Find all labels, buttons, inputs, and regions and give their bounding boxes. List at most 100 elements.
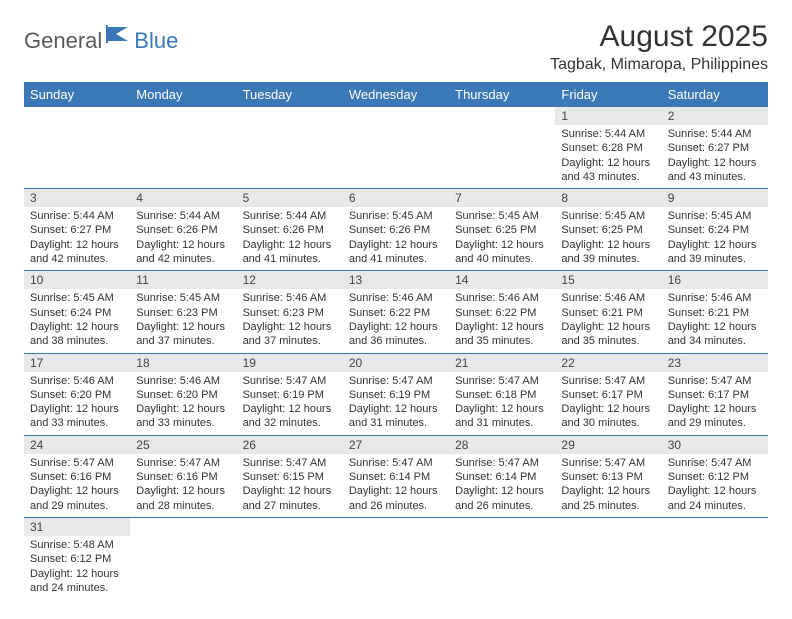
day-info-line: Daylight: 12 hours xyxy=(30,402,124,416)
day-info-line: Daylight: 12 hours xyxy=(561,402,655,416)
day-info-line: Sunrise: 5:47 AM xyxy=(30,456,124,470)
location-text: Tagbak, Mimaropa, Philippines xyxy=(550,56,768,74)
day-info-line: Daylight: 12 hours xyxy=(561,238,655,252)
day-info-line: Sunrise: 5:47 AM xyxy=(455,374,549,388)
day-info-line: Sunrise: 5:45 AM xyxy=(136,291,230,305)
day-info-line: and 43 minutes. xyxy=(668,170,762,184)
day-info-line: Daylight: 12 hours xyxy=(30,567,124,581)
day-info-line: Sunset: 6:28 PM xyxy=(561,141,655,155)
logo-flag-icon xyxy=(106,23,132,48)
day-info-line: Sunset: 6:24 PM xyxy=(668,223,762,237)
calendar-cell: 1Sunrise: 5:44 AMSunset: 6:28 PMDaylight… xyxy=(555,107,661,189)
day-info: Sunrise: 5:44 AMSunset: 6:27 PMDaylight:… xyxy=(24,207,130,270)
day-number: 2 xyxy=(662,107,768,125)
calendar-cell: 26Sunrise: 5:47 AMSunset: 6:15 PMDayligh… xyxy=(237,435,343,517)
calendar-cell xyxy=(237,517,343,599)
day-info-line: and 40 minutes. xyxy=(455,252,549,266)
calendar-cell xyxy=(130,107,236,189)
day-info-line: Sunrise: 5:47 AM xyxy=(243,374,337,388)
day-info: Sunrise: 5:47 AMSunset: 6:16 PMDaylight:… xyxy=(130,454,236,517)
title-block: August 2025 Tagbak, Mimaropa, Philippine… xyxy=(550,20,768,74)
weekday-header-row: Sunday Monday Tuesday Wednesday Thursday… xyxy=(24,82,768,107)
day-number: 4 xyxy=(130,189,236,207)
day-number: 16 xyxy=(662,271,768,289)
calendar-cell: 4Sunrise: 5:44 AMSunset: 6:26 PMDaylight… xyxy=(130,189,236,271)
day-info-line: Daylight: 12 hours xyxy=(243,402,337,416)
day-info-line: and 37 minutes. xyxy=(243,334,337,348)
day-info-line: Sunset: 6:27 PM xyxy=(30,223,124,237)
day-info-line: Sunset: 6:26 PM xyxy=(349,223,443,237)
day-info-line: and 31 minutes. xyxy=(455,416,549,430)
day-info-line: Sunset: 6:23 PM xyxy=(136,306,230,320)
day-info: Sunrise: 5:46 AMSunset: 6:20 PMDaylight:… xyxy=(130,372,236,435)
day-number: 5 xyxy=(237,189,343,207)
day-number: 7 xyxy=(449,189,555,207)
day-info: Sunrise: 5:48 AMSunset: 6:12 PMDaylight:… xyxy=(24,536,130,599)
day-info-line: Sunset: 6:20 PM xyxy=(30,388,124,402)
calendar-cell: 17Sunrise: 5:46 AMSunset: 6:20 PMDayligh… xyxy=(24,353,130,435)
day-info: Sunrise: 5:46 AMSunset: 6:21 PMDaylight:… xyxy=(555,289,661,352)
day-info-line: Sunset: 6:17 PM xyxy=(561,388,655,402)
day-info-line: Sunrise: 5:44 AM xyxy=(668,127,762,141)
calendar-cell: 16Sunrise: 5:46 AMSunset: 6:21 PMDayligh… xyxy=(662,271,768,353)
day-info-line: Sunrise: 5:47 AM xyxy=(455,456,549,470)
day-info-line: Sunset: 6:21 PM xyxy=(668,306,762,320)
day-info-line: Sunrise: 5:47 AM xyxy=(668,456,762,470)
calendar-cell: 15Sunrise: 5:46 AMSunset: 6:21 PMDayligh… xyxy=(555,271,661,353)
day-number: 14 xyxy=(449,271,555,289)
day-number: 3 xyxy=(24,189,130,207)
day-info-line: Daylight: 12 hours xyxy=(455,238,549,252)
day-number: 8 xyxy=(555,189,661,207)
day-info-line: Sunrise: 5:47 AM xyxy=(561,374,655,388)
day-info-line: Daylight: 12 hours xyxy=(561,156,655,170)
day-info-line: Sunset: 6:26 PM xyxy=(243,223,337,237)
day-info-line: Daylight: 12 hours xyxy=(455,484,549,498)
day-info-line: Sunset: 6:18 PM xyxy=(455,388,549,402)
day-info-line: and 29 minutes. xyxy=(668,416,762,430)
calendar-cell: 2Sunrise: 5:44 AMSunset: 6:27 PMDaylight… xyxy=(662,107,768,189)
day-info-line: and 43 minutes. xyxy=(561,170,655,184)
day-info-line: Daylight: 12 hours xyxy=(30,484,124,498)
day-info-line: Sunrise: 5:47 AM xyxy=(136,456,230,470)
day-info: Sunrise: 5:46 AMSunset: 6:22 PMDaylight:… xyxy=(343,289,449,352)
calendar-cell xyxy=(449,107,555,189)
day-info-line: Sunrise: 5:47 AM xyxy=(349,456,443,470)
calendar-cell xyxy=(24,107,130,189)
calendar-row: 24Sunrise: 5:47 AMSunset: 6:16 PMDayligh… xyxy=(24,435,768,517)
day-info-line: Sunset: 6:21 PM xyxy=(561,306,655,320)
day-info-line: Sunset: 6:27 PM xyxy=(668,141,762,155)
day-info-line: and 42 minutes. xyxy=(136,252,230,266)
calendar-cell xyxy=(449,517,555,599)
calendar-cell: 19Sunrise: 5:47 AMSunset: 6:19 PMDayligh… xyxy=(237,353,343,435)
day-info-line: Daylight: 12 hours xyxy=(668,402,762,416)
calendar-cell: 27Sunrise: 5:47 AMSunset: 6:14 PMDayligh… xyxy=(343,435,449,517)
day-info-line: Sunrise: 5:46 AM xyxy=(455,291,549,305)
day-number: 27 xyxy=(343,436,449,454)
day-info-line: Sunrise: 5:46 AM xyxy=(668,291,762,305)
day-info-line: Daylight: 12 hours xyxy=(349,320,443,334)
calendar-cell: 7Sunrise: 5:45 AMSunset: 6:25 PMDaylight… xyxy=(449,189,555,271)
day-info: Sunrise: 5:46 AMSunset: 6:22 PMDaylight:… xyxy=(449,289,555,352)
day-info-line: Daylight: 12 hours xyxy=(243,484,337,498)
day-info-line: Sunrise: 5:47 AM xyxy=(561,456,655,470)
day-info-line: Daylight: 12 hours xyxy=(561,484,655,498)
day-info-line: Sunset: 6:16 PM xyxy=(30,470,124,484)
day-number: 12 xyxy=(237,271,343,289)
day-number: 6 xyxy=(343,189,449,207)
day-info-line: and 27 minutes. xyxy=(243,499,337,513)
day-info-line: Sunrise: 5:48 AM xyxy=(30,538,124,552)
day-info-line: and 41 minutes. xyxy=(349,252,443,266)
day-number: 1 xyxy=(555,107,661,125)
day-number: 13 xyxy=(343,271,449,289)
day-number: 30 xyxy=(662,436,768,454)
day-number: 20 xyxy=(343,354,449,372)
day-info-line: Sunrise: 5:46 AM xyxy=(136,374,230,388)
day-number: 21 xyxy=(449,354,555,372)
day-info-line: Sunset: 6:13 PM xyxy=(561,470,655,484)
day-info-line: and 42 minutes. xyxy=(30,252,124,266)
day-info: Sunrise: 5:44 AMSunset: 6:28 PMDaylight:… xyxy=(555,125,661,188)
weekday-header: Wednesday xyxy=(343,82,449,107)
day-info-line: Sunset: 6:12 PM xyxy=(668,470,762,484)
calendar-row: 17Sunrise: 5:46 AMSunset: 6:20 PMDayligh… xyxy=(24,353,768,435)
weekday-header: Saturday xyxy=(662,82,768,107)
